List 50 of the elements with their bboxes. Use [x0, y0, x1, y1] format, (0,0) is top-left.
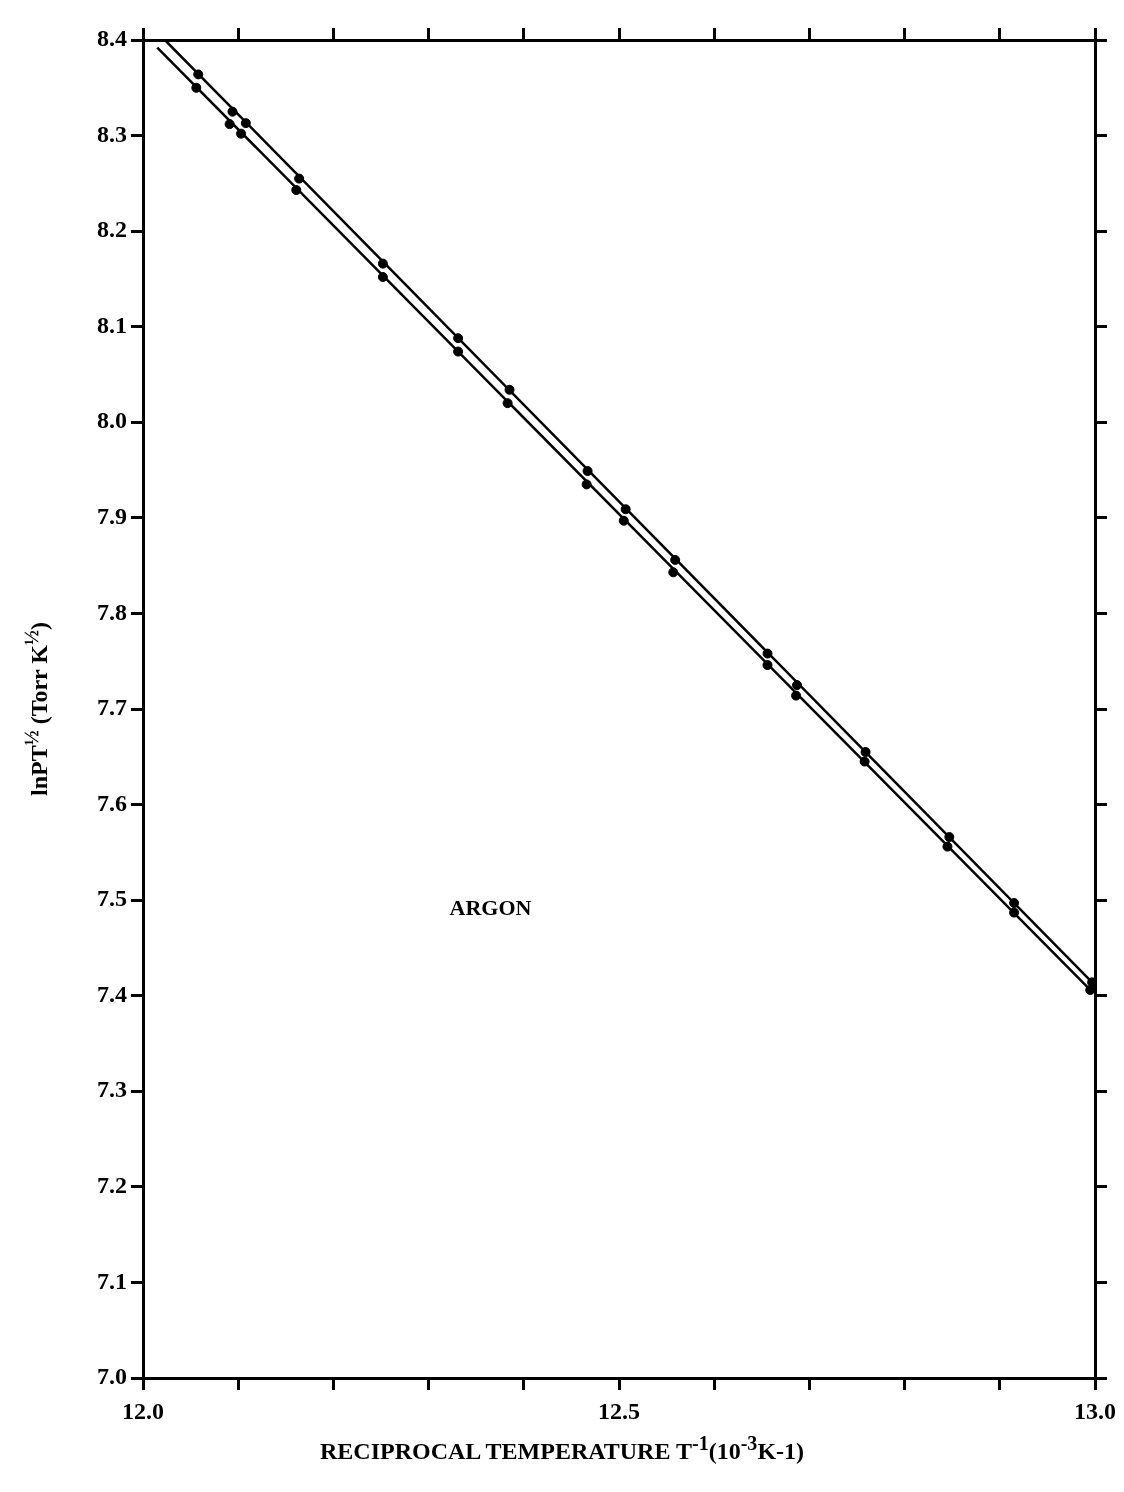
y-tick-label: 7.4	[97, 980, 127, 1007]
point	[294, 173, 305, 184]
y-tick-label: 8.1	[97, 311, 127, 338]
point	[618, 515, 629, 526]
y-tick-label: 7.3	[97, 1076, 127, 1103]
point	[668, 567, 679, 578]
point	[502, 398, 513, 409]
point	[581, 479, 592, 490]
y-tick-label: 7.0	[97, 1363, 127, 1390]
annotation: ARGON	[449, 895, 532, 921]
x-tick-label: 12.5	[598, 1397, 640, 1424]
y-tick-label: 7.1	[97, 1267, 127, 1294]
point	[453, 346, 464, 357]
point	[1009, 907, 1020, 918]
point	[453, 333, 464, 344]
point	[240, 118, 251, 129]
point	[377, 272, 388, 283]
point	[236, 128, 247, 139]
point	[504, 384, 515, 395]
y-tick-label: 7.7	[97, 694, 127, 721]
point	[944, 832, 955, 843]
point	[1009, 898, 1020, 909]
x-tick-label: 12.0	[122, 1397, 164, 1424]
x-axis-title: RECIPROCAL TEMPERATURE T$^{-1}$(10$^{-3}$K-1)	[318, 1432, 806, 1465]
point	[291, 185, 302, 196]
point	[859, 756, 870, 767]
point	[860, 747, 871, 758]
point	[227, 106, 238, 117]
y-tick-label: 7.2	[97, 1172, 127, 1199]
point	[224, 119, 235, 130]
x-tick-label: 13.0	[1074, 1397, 1116, 1424]
y-tick-label: 8.0	[97, 407, 127, 434]
point	[620, 504, 631, 515]
point	[582, 466, 593, 477]
y-tick-label: 7.6	[97, 789, 127, 816]
y-tick-label: 7.8	[97, 598, 127, 625]
point	[762, 648, 773, 659]
y-tick-label: 8.4	[97, 25, 127, 52]
y-tick-label: 8.2	[97, 216, 127, 243]
point	[670, 554, 681, 565]
point	[942, 841, 953, 852]
point	[762, 660, 773, 671]
y-tick-label: 7.9	[97, 503, 127, 530]
point	[377, 258, 388, 269]
point	[792, 680, 803, 691]
y-tick-label: 7.5	[97, 885, 127, 912]
y-tick-label: 8.3	[97, 120, 127, 147]
point	[193, 69, 204, 80]
point	[191, 82, 202, 93]
point	[791, 690, 802, 701]
